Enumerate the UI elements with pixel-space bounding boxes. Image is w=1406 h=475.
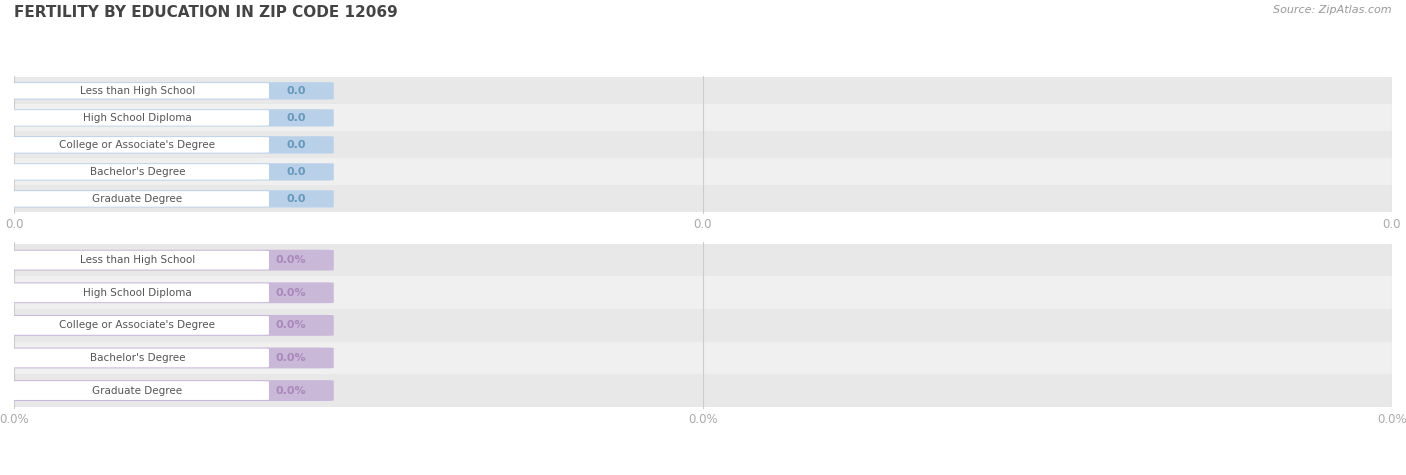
Text: College or Associate's Degree: College or Associate's Degree bbox=[59, 320, 215, 331]
Bar bbox=[14, 158, 1392, 185]
Bar bbox=[14, 276, 1392, 309]
Bar bbox=[14, 244, 1392, 276]
Text: Graduate Degree: Graduate Degree bbox=[93, 194, 183, 204]
Bar bbox=[14, 374, 1392, 407]
Text: 0.0: 0.0 bbox=[287, 86, 307, 96]
FancyBboxPatch shape bbox=[6, 284, 269, 302]
FancyBboxPatch shape bbox=[3, 136, 333, 153]
FancyBboxPatch shape bbox=[6, 251, 269, 270]
Bar bbox=[14, 132, 1392, 158]
FancyBboxPatch shape bbox=[3, 190, 333, 208]
Text: 0.0%: 0.0% bbox=[276, 386, 307, 396]
Text: 0.0: 0.0 bbox=[287, 113, 307, 123]
FancyBboxPatch shape bbox=[6, 164, 269, 180]
Text: Graduate Degree: Graduate Degree bbox=[93, 386, 183, 396]
Bar bbox=[14, 342, 1392, 374]
FancyBboxPatch shape bbox=[3, 282, 333, 303]
Text: Bachelor's Degree: Bachelor's Degree bbox=[90, 167, 186, 177]
FancyBboxPatch shape bbox=[3, 163, 333, 180]
Text: College or Associate's Degree: College or Associate's Degree bbox=[59, 140, 215, 150]
FancyBboxPatch shape bbox=[3, 109, 333, 126]
Text: Less than High School: Less than High School bbox=[80, 255, 195, 265]
Bar bbox=[14, 309, 1392, 342]
FancyBboxPatch shape bbox=[6, 349, 269, 367]
FancyBboxPatch shape bbox=[6, 316, 269, 335]
Text: High School Diploma: High School Diploma bbox=[83, 288, 191, 298]
Text: FERTILITY BY EDUCATION IN ZIP CODE 12069: FERTILITY BY EDUCATION IN ZIP CODE 12069 bbox=[14, 5, 398, 20]
FancyBboxPatch shape bbox=[6, 137, 269, 152]
FancyBboxPatch shape bbox=[3, 380, 333, 401]
Bar bbox=[14, 185, 1392, 212]
Text: 0.0%: 0.0% bbox=[276, 255, 307, 265]
Bar bbox=[14, 77, 1392, 104]
Text: High School Diploma: High School Diploma bbox=[83, 113, 191, 123]
Text: 0.0: 0.0 bbox=[287, 167, 307, 177]
FancyBboxPatch shape bbox=[3, 348, 333, 369]
FancyBboxPatch shape bbox=[3, 82, 333, 99]
Text: 0.0: 0.0 bbox=[287, 140, 307, 150]
Text: 0.0%: 0.0% bbox=[276, 288, 307, 298]
FancyBboxPatch shape bbox=[3, 315, 333, 336]
Text: 0.0%: 0.0% bbox=[276, 320, 307, 331]
Text: 0.0: 0.0 bbox=[287, 194, 307, 204]
Text: Source: ZipAtlas.com: Source: ZipAtlas.com bbox=[1274, 5, 1392, 15]
FancyBboxPatch shape bbox=[6, 191, 269, 207]
Text: Bachelor's Degree: Bachelor's Degree bbox=[90, 353, 186, 363]
FancyBboxPatch shape bbox=[6, 83, 269, 99]
Text: Less than High School: Less than High School bbox=[80, 86, 195, 96]
FancyBboxPatch shape bbox=[3, 250, 333, 271]
Bar bbox=[14, 104, 1392, 132]
Text: 0.0%: 0.0% bbox=[276, 353, 307, 363]
FancyBboxPatch shape bbox=[6, 381, 269, 400]
FancyBboxPatch shape bbox=[6, 110, 269, 126]
